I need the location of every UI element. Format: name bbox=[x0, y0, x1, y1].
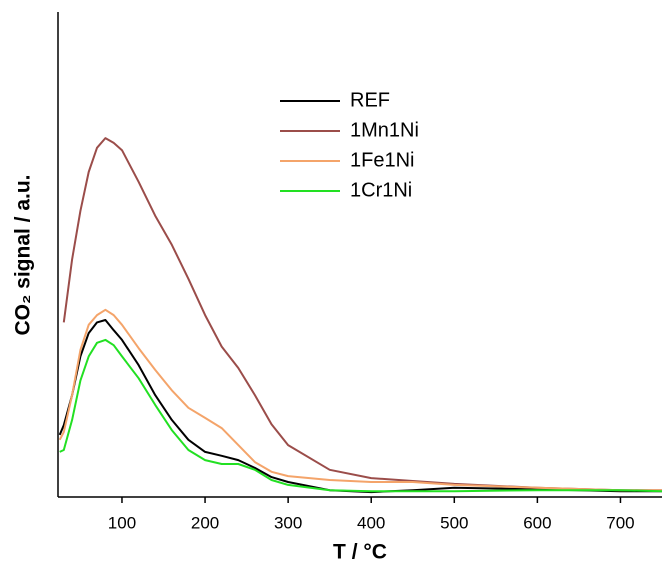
x-tick-label: 700 bbox=[606, 513, 634, 532]
legend-label: 1Mn1Ni bbox=[350, 119, 419, 141]
x-tick-label: 400 bbox=[357, 513, 385, 532]
legend-label: 1Cr1Ni bbox=[350, 179, 412, 201]
x-tick-label: 300 bbox=[274, 513, 302, 532]
x-axis-label: T / °C bbox=[333, 541, 387, 564]
legend-label: REF bbox=[350, 89, 390, 111]
x-tick-label: 200 bbox=[191, 513, 219, 532]
series-line bbox=[59, 338, 663, 493]
series-line bbox=[58, 319, 662, 494]
legend-label: 1Fe1Ni bbox=[350, 149, 414, 171]
x-tick-label: 600 bbox=[523, 513, 551, 532]
series-line bbox=[58, 308, 662, 492]
x-tick-label: 100 bbox=[108, 513, 136, 532]
x-tick-label: 500 bbox=[440, 513, 468, 532]
y-axis-label: CO₂ signal / a.u. bbox=[12, 174, 35, 335]
